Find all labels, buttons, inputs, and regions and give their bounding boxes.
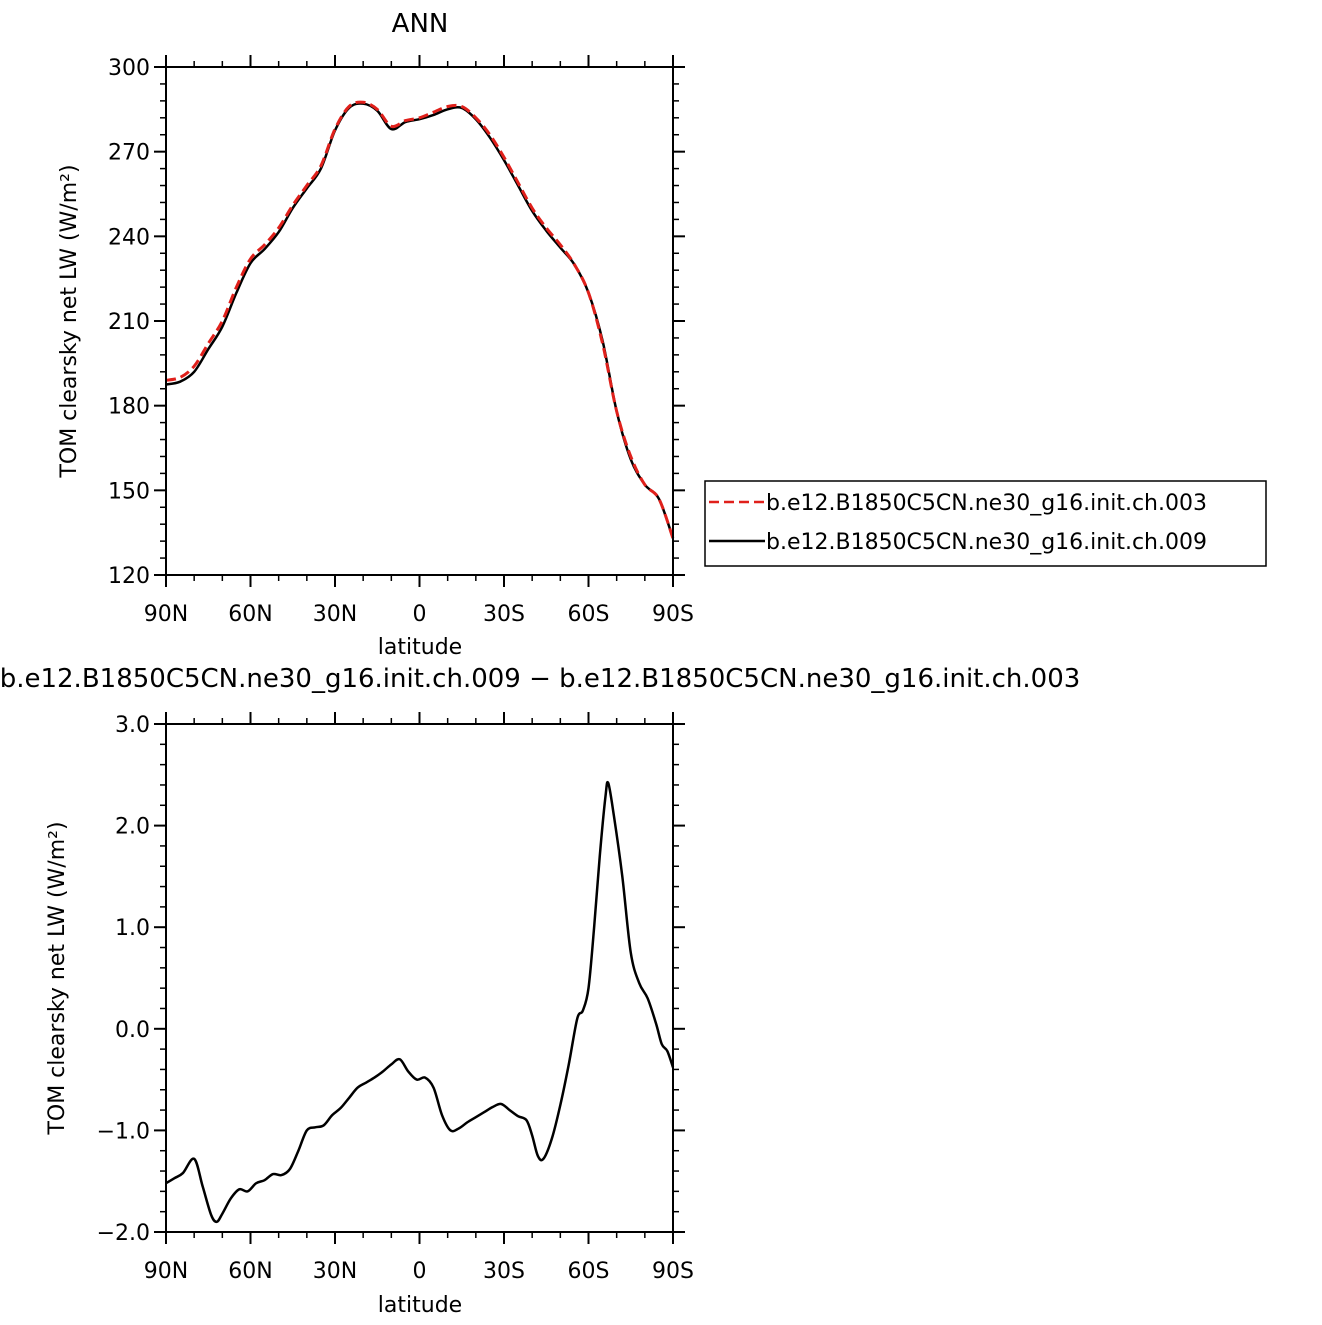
- top-y-tick-label: 120: [108, 564, 150, 589]
- bot-x-tick-label: 60N: [228, 1259, 272, 1284]
- top-y-tick-label: 270: [108, 141, 150, 166]
- top-y-tick-label: 300: [108, 56, 150, 81]
- top-x-tick-label: 90S: [652, 602, 694, 627]
- bottom-y-axis-title: TOM clearsky net LW (W/m²): [45, 821, 70, 1135]
- top-x-tick-labels: 90N 60N 30N 0 30S 60S 90S: [144, 602, 694, 627]
- bot-x-tick-label: 30N: [313, 1259, 357, 1284]
- bottom-chart-title: b.e12.B1850C5CN.ne30_g16.init.ch.009 − b…: [0, 664, 1080, 694]
- bottom-panel: b.e12.B1850C5CN.ne30_g16.init.ch.009 − b…: [0, 664, 1080, 1318]
- legend-label-series-1: b.e12.B1850C5CN.ne30_g16.init.ch.009: [766, 530, 1207, 555]
- top-chart-title: ANN: [392, 9, 449, 39]
- top-y-tick-label: 180: [108, 395, 150, 420]
- top-y-tick-label: 150: [108, 479, 150, 504]
- top-x-tick-label: 60N: [228, 602, 272, 627]
- bottom-x-tick-labels: 90N 60N 30N 0 30S 60S 90S: [144, 1259, 694, 1284]
- top-x-tick-label: 0: [413, 602, 427, 627]
- bot-y-tick-label: 1.0: [115, 916, 150, 941]
- bot-x-tick-label: 30S: [483, 1259, 525, 1284]
- bot-y-tick-label: 3.0: [115, 713, 150, 738]
- top-series-line-0: [165, 100, 675, 539]
- bot-y-tick-label: −1.0: [97, 1119, 150, 1144]
- top-panel: ANN 120 150 180 210 240 270 300 90N 60N 30N 0 30S 6…: [57, 9, 1267, 660]
- top-plot-frame: [165, 66, 674, 576]
- legend-box: [704, 480, 1267, 567]
- legend-label-series-0: b.e12.B1850C5CN.ne30_g16.init.ch.003: [766, 491, 1207, 516]
- bot-y-tick-label: −2.0: [97, 1221, 150, 1246]
- top-x-tick-label: 60S: [568, 602, 610, 627]
- top-x-tick-label: 30S: [483, 602, 525, 627]
- top-tick-marks: [154, 55, 685, 587]
- bottom-y-tick-labels: −2.0 −1.0 0.0 1.0 2.0 3.0: [97, 713, 150, 1246]
- bot-y-tick-label: 0.0: [115, 1018, 150, 1043]
- top-series-lines: [165, 100, 675, 539]
- legend: b.e12.B1850C5CN.ne30_g16.init.ch.003 b.e…: [704, 480, 1267, 567]
- bot-x-tick-label: 90S: [652, 1259, 694, 1284]
- bot-x-tick-label: 60S: [568, 1259, 610, 1284]
- top-y-tick-label: 240: [108, 225, 150, 250]
- top-y-tick-labels: 120 150 180 210 240 270 300: [108, 56, 150, 589]
- top-y-tick-label: 210: [108, 310, 150, 335]
- top-y-axis-title: TOM clearsky net LW (W/m²): [57, 164, 82, 478]
- bot-x-tick-label: 90N: [144, 1259, 188, 1284]
- bot-y-tick-label: 2.0: [115, 815, 150, 840]
- top-x-tick-label: 90N: [144, 602, 188, 627]
- top-x-axis-title: latitude: [378, 635, 462, 660]
- top-x-tick-label: 30N: [313, 602, 357, 627]
- bottom-x-axis-title: latitude: [378, 1293, 462, 1318]
- bot-x-tick-label: 0: [413, 1259, 427, 1284]
- bot-series-line-0: [165, 780, 675, 1224]
- bottom-plot-frame: [165, 723, 674, 1233]
- bottom-series-lines: [165, 780, 675, 1224]
